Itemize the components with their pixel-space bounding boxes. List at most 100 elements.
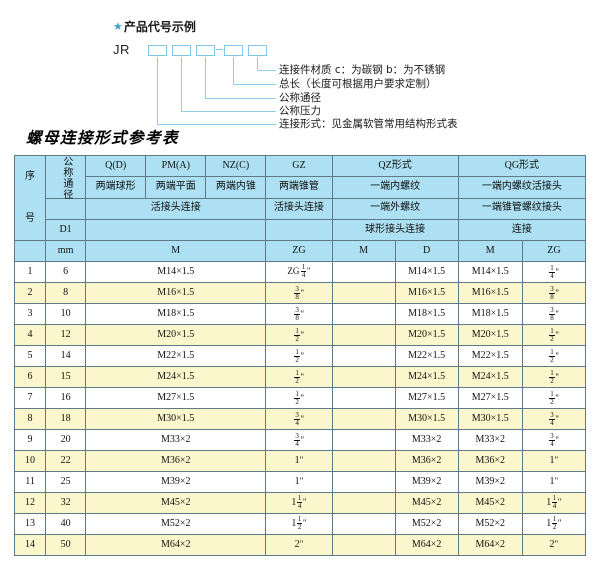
row-qg-m: M52×2 bbox=[457, 513, 523, 535]
row-nominal-diameter: 22 bbox=[45, 450, 87, 472]
row-gz-size: 3 4 " bbox=[265, 429, 333, 451]
leader-line-material-horizontal bbox=[257, 70, 276, 71]
leader-line-length-vertical bbox=[233, 57, 234, 84]
row-qz-d: M16×1.5 bbox=[394, 282, 459, 304]
table-row: 3 10 M18×1.5 3 8 " M18×1.5 M18×1.5 3 8 " bbox=[13, 303, 587, 325]
leader-line-connection-vertical bbox=[157, 57, 158, 124]
row-nominal-diameter: 8 bbox=[45, 282, 87, 304]
row-qg-zg: 1 2 " bbox=[521, 387, 587, 409]
row-nominal-diameter: 16 bbox=[45, 387, 87, 409]
table-row: 1 6 M14×1.5 ZG 1 4 " M14×1.5 M14×1.5 1 4 " bbox=[13, 261, 587, 283]
table-row: 2 8 M16×1.5 3 8 " M16×1.5 M16×1.5 3 8 " bbox=[13, 282, 587, 304]
header-form-q: 两端球形 bbox=[85, 176, 147, 199]
header-serial-top: 序 bbox=[25, 170, 36, 182]
row-qz-m bbox=[331, 471, 396, 493]
row-qg-zg: 3 8 " bbox=[521, 303, 587, 325]
leader-line-length-horizontal bbox=[233, 84, 276, 85]
row-qz-m bbox=[331, 513, 396, 535]
product-code-legend: ★产品代号示例 JR 连接件材质 c：为碳钢 b：为不锈钢 总长（长度可根据用户… bbox=[0, 0, 600, 130]
row-nominal-diameter: 32 bbox=[45, 492, 87, 514]
header-form-gz: 两端锥管 bbox=[265, 176, 333, 199]
row-qz-d: M52×2 bbox=[394, 513, 459, 535]
row-gz-size: ZG 1 4 " bbox=[265, 261, 333, 283]
leader-line-pressure-horizontal bbox=[181, 111, 276, 112]
row-qg-m: M45×2 bbox=[457, 492, 523, 514]
row-thread-m: M39×2 bbox=[85, 471, 267, 493]
leader-line-pressure-vertical bbox=[181, 57, 182, 111]
header-d1-qpmnz bbox=[85, 218, 267, 242]
row-qg-m: M27×1.5 bbox=[457, 387, 523, 409]
row-thread-m: M16×1.5 bbox=[85, 282, 267, 304]
row-thread-m: M20×1.5 bbox=[85, 324, 267, 346]
row-qz-m bbox=[331, 450, 396, 472]
row-serial: 13 bbox=[13, 513, 47, 535]
row-nominal-diameter: 25 bbox=[45, 471, 87, 493]
row-qg-zg: 1 2 " bbox=[521, 366, 587, 388]
row-nominal-diameter: 20 bbox=[45, 429, 87, 451]
header-serial: 序 号 bbox=[13, 155, 47, 241]
row-serial: 2 bbox=[13, 282, 47, 304]
row-serial: 11 bbox=[13, 471, 47, 493]
header-nominal-diameter-cont bbox=[45, 197, 87, 220]
header-row-codes: 序 号 公称通径 Q(D) PM(A) NZ(C) GZ QZ形式 QG形式 bbox=[13, 154, 587, 241]
row-gz-size: 1 2 " bbox=[265, 324, 333, 346]
row-serial: 1 bbox=[13, 261, 47, 283]
row-qz-d: M30×1.5 bbox=[394, 408, 459, 430]
table-head: 序 号 公称通径 Q(D) PM(A) NZ(C) GZ QZ形式 QG形式 两… bbox=[13, 154, 587, 262]
header-group-nz: NZ(C) bbox=[205, 154, 267, 178]
row-qz-m bbox=[331, 303, 396, 325]
row-qg-zg: 1 " bbox=[521, 450, 587, 472]
code-box-1 bbox=[148, 45, 167, 56]
row-qz-m bbox=[331, 366, 396, 388]
row-nominal-diameter: 10 bbox=[45, 303, 87, 325]
row-qz-m bbox=[331, 345, 396, 367]
row-qg-zg: 3 8 " bbox=[521, 282, 587, 304]
header-row-forms: 两端球形 两端平面 两端内锥 两端锥管 一端内螺纹 一端内螺纹活接头 bbox=[15, 176, 587, 199]
row-qg-zg: 1 4 " bbox=[521, 261, 587, 283]
header-d1-qz: 球形接头连接 bbox=[331, 218, 459, 242]
nut-connection-table: 序 号 公称通径 Q(D) PM(A) NZ(C) GZ QZ形式 QG形式 两… bbox=[13, 154, 587, 556]
row-qz-d: M45×2 bbox=[394, 492, 459, 514]
code-box-5 bbox=[248, 45, 267, 56]
row-serial: 12 bbox=[13, 492, 47, 514]
row-serial: 4 bbox=[13, 324, 47, 346]
row-serial: 6 bbox=[13, 366, 47, 388]
header-row-units: mm M ZG M D M ZG bbox=[13, 240, 587, 262]
header-row-connection: 活接头连接 活接头连接 一端外螺纹 一端锥管螺纹接头 bbox=[15, 197, 587, 220]
row-gz-size: 1 1 4 " bbox=[265, 492, 333, 514]
row-nominal-diameter: 15 bbox=[45, 366, 87, 388]
row-thread-m: M24×1.5 bbox=[85, 366, 267, 388]
code-box-4 bbox=[224, 45, 243, 56]
table-row: 9 20 M33×2 3 4 " M33×2 M33×2 3 4 " bbox=[13, 429, 587, 451]
row-qz-m bbox=[331, 324, 396, 346]
table-row: 10 22 M36×2 1 " M36×2 M36×2 1 " bbox=[13, 450, 587, 472]
row-qg-zg: 3 4 " bbox=[521, 429, 587, 451]
row-qz-m bbox=[331, 408, 396, 430]
header-conn-gz: 活接头连接 bbox=[265, 197, 333, 220]
header-group-pm: PM(A) bbox=[145, 154, 207, 178]
row-qg-zg: 1 " bbox=[521, 471, 587, 493]
legend-note-material: 连接件材质 c：为碳钢 b：为不锈钢 bbox=[279, 64, 446, 76]
row-qg-m: M22×1.5 bbox=[457, 345, 523, 367]
header-nominal-diameter: 公称通径 bbox=[45, 155, 87, 200]
leader-line-material-vertical bbox=[257, 57, 258, 70]
table-row: 13 40 M52×2 1 1 2 " M52×2 M52×2 1 1 2 " bbox=[13, 513, 587, 535]
header-d1-gz bbox=[265, 218, 333, 242]
legend-title-text: 产品代号示例 bbox=[123, 20, 196, 34]
row-qz-m bbox=[331, 282, 396, 304]
table-row: 11 25 M39×2 1 " M39×2 M39×2 1 " bbox=[13, 471, 587, 493]
code-prefix-label: JR bbox=[113, 42, 130, 57]
legend-title: ★产品代号示例 bbox=[113, 18, 196, 35]
row-serial: 14 bbox=[13, 534, 47, 556]
row-serial: 9 bbox=[13, 429, 47, 451]
header-serial-bottom: 号 bbox=[25, 212, 36, 224]
header-conn-qpmnz: 活接头连接 bbox=[85, 197, 267, 220]
row-qg-m: M36×2 bbox=[457, 450, 523, 472]
legend-note-length: 总长（长度可根据用户要求定制） bbox=[279, 78, 437, 90]
table-body: 1 6 M14×1.5 ZG 1 4 " M14×1.5 M14×1.5 1 4 " 2 8 M16×1.5… bbox=[13, 261, 587, 556]
leader-line-diameter-horizontal bbox=[205, 98, 276, 99]
row-qz-m bbox=[331, 429, 396, 451]
row-nominal-diameter: 50 bbox=[45, 534, 87, 556]
row-qz-d: M20×1.5 bbox=[394, 324, 459, 346]
